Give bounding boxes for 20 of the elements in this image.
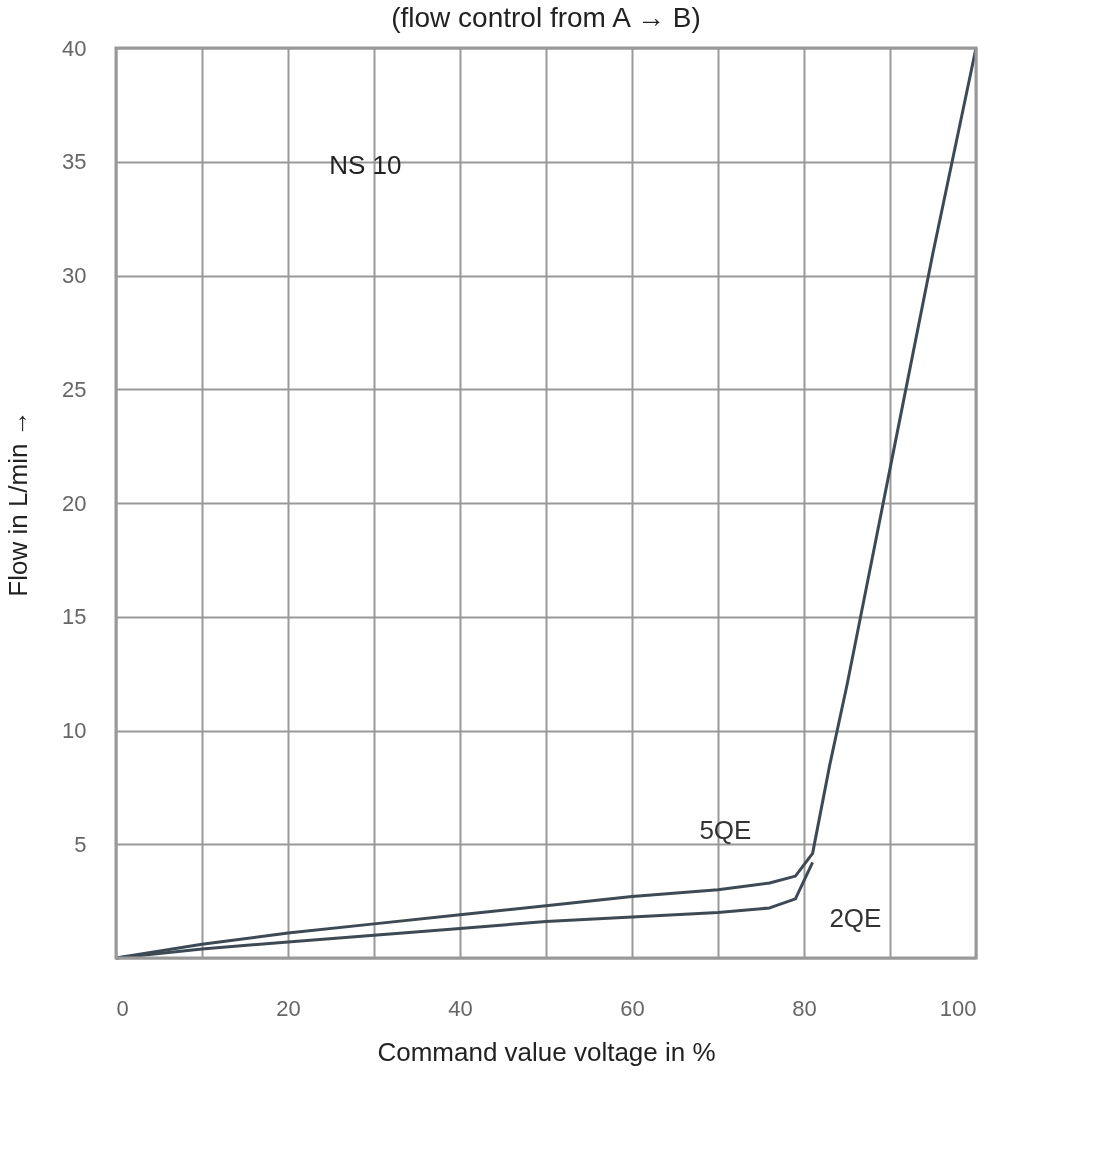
- series-label: 2QE: [829, 902, 882, 933]
- x-tick-label: 20: [276, 995, 301, 1021]
- x-tick-label: 100: [939, 995, 977, 1021]
- chart-title: (flow control from A → B): [391, 2, 701, 33]
- y-tick-label: 30: [62, 263, 87, 288]
- y-tick-label: 15: [62, 604, 87, 630]
- y-tick-label: 35: [62, 149, 87, 175]
- y-tick-label: 20: [62, 490, 87, 516]
- y-tick-label: 10: [62, 718, 87, 743]
- series-label: 5QE: [699, 815, 752, 846]
- y-tick-label: 5: [74, 831, 87, 857]
- y-tick-label: 25: [62, 376, 87, 402]
- y-tick-label: 40: [62, 35, 87, 61]
- x-tick-label: 60: [620, 995, 645, 1021]
- x-axis-title: Command value voltage in %: [377, 1036, 716, 1067]
- annotation: NS 10: [329, 150, 402, 181]
- x-tick-label: 40: [448, 995, 473, 1021]
- y-axis-title: Flow in L/min →: [3, 410, 34, 597]
- x-tick-label: 80: [792, 995, 817, 1021]
- x-tick-label: 0: [116, 995, 129, 1021]
